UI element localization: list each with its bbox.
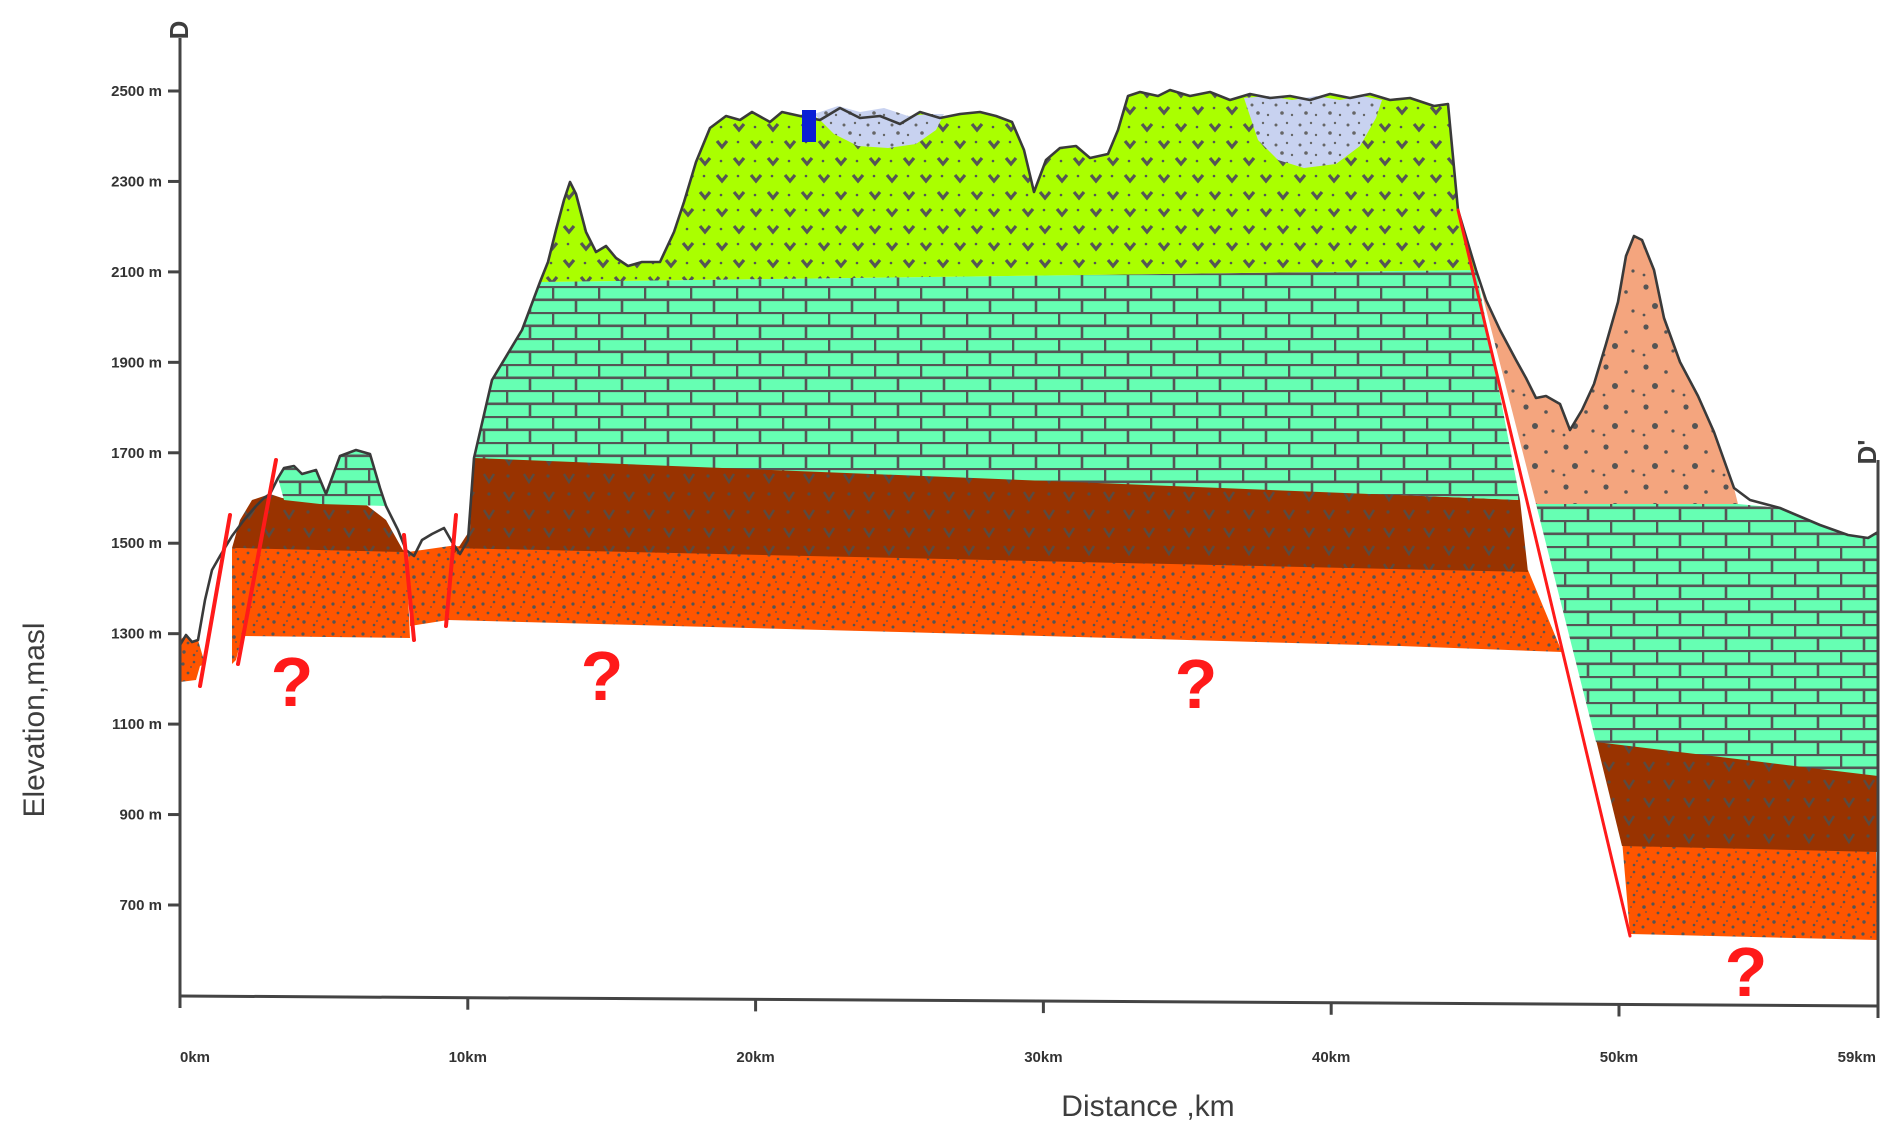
blue-marker <box>802 110 816 142</box>
x-axis-line <box>179 994 1879 1008</box>
salmon-intrusion-peak <box>1476 236 1738 504</box>
x-axis-title: Distance ,km <box>1061 1090 1234 1123</box>
y-tick-label: 1900 m <box>111 354 162 371</box>
y-axis-title: Elevation,masl <box>18 622 51 817</box>
question-mark-1: ? <box>271 643 314 721</box>
fault-lines <box>198 208 1632 938</box>
fault-line-1 <box>198 513 232 688</box>
fault-line-2 <box>236 458 278 666</box>
brown-layer-west-block <box>232 494 404 552</box>
crater-lakes <box>814 96 1382 168</box>
y-tick-label: 1500 m <box>111 535 162 552</box>
axes <box>178 38 1880 1010</box>
crater-lake-east <box>1244 96 1382 168</box>
fault-line-4 <box>444 513 458 628</box>
x-tick-label: 59km <box>1838 1049 1876 1066</box>
x-tick-label: 20km <box>736 1049 774 1066</box>
y-tick-label: 1700 m <box>111 445 162 462</box>
x-tick-label: 10km <box>449 1049 487 1066</box>
section-end-label: D' <box>1852 440 1882 465</box>
x-tick-label: 50km <box>1600 1049 1638 1066</box>
green-volcanic-cap <box>540 90 1476 282</box>
y-tick-label: 1100 m <box>112 716 162 733</box>
section-start-label: D <box>164 21 194 40</box>
brown-volcanic-layer <box>232 456 1878 852</box>
unknown-basement-markers: ? ? ? ? <box>271 637 1768 1011</box>
orange-layer-west-block <box>232 548 410 664</box>
brown-layer-east-block <box>1596 740 1878 852</box>
fault-line-3 <box>402 533 416 642</box>
fault-line-east-main <box>1456 208 1632 938</box>
x-tick-label: 40km <box>1312 1049 1350 1066</box>
x-tick-label: 0km <box>180 1049 210 1066</box>
orange-layer-east-block <box>1622 840 1878 940</box>
y-tick-label: 2300 m <box>111 173 162 190</box>
y-tick-label: 2500 m <box>111 83 162 100</box>
x-axis-ticks: 0km 10km 20km 30km 40km 50km 59km <box>178 996 1880 1066</box>
orange-conglomerate-layer <box>180 546 1878 940</box>
topographic-profile <box>178 88 1879 646</box>
brown-layer-main-block <box>450 456 1528 572</box>
orange-layer-far-west <box>180 635 205 682</box>
y-tick-label: 900 m <box>119 807 162 824</box>
question-mark-2: ? <box>581 637 624 715</box>
limestone-east-block <box>1536 504 1878 776</box>
question-mark-3: ? <box>1175 645 1218 723</box>
y-tick-label: 1300 m <box>111 626 162 643</box>
y-axis-ticks: 700 m 900 m 1100 m 1300 m 1500 m 1700 m 1900 m… <box>111 83 180 914</box>
y-tick-label: 2100 m <box>111 264 162 281</box>
limestone-layer <box>278 270 1878 776</box>
x-tick-label: 30km <box>1024 1049 1062 1066</box>
y-tick-label: 700 m <box>119 897 162 914</box>
limestone-main-block <box>474 270 1520 500</box>
question-mark-4: ? <box>1725 933 1768 1011</box>
orange-layer-main-block <box>408 546 1562 652</box>
